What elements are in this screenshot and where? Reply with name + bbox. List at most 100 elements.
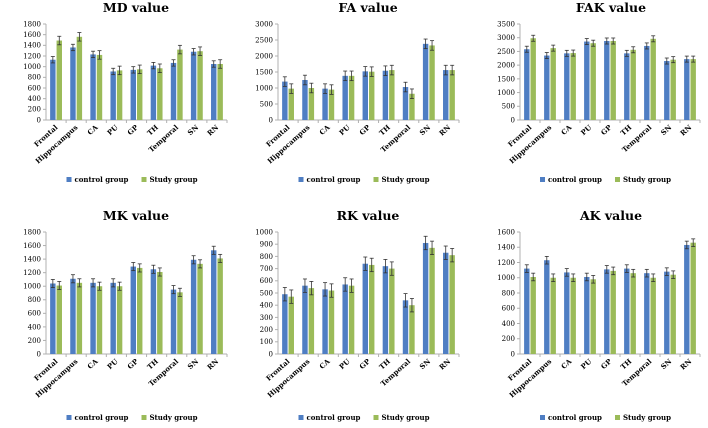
study-bar-ca xyxy=(328,290,335,354)
y-tick-label: 1500 xyxy=(255,68,273,76)
x-tick-label: PU xyxy=(337,357,351,371)
control-bar-gp xyxy=(362,263,368,354)
control-bar-temporal xyxy=(170,62,177,120)
x-tick-label: PU xyxy=(579,123,593,137)
control-bar-pu xyxy=(584,41,590,120)
y-tick-label: 1000 xyxy=(23,283,41,291)
x-tick-label: GP xyxy=(357,122,372,137)
y-tick-label: 0 xyxy=(269,350,273,358)
control-bar-ca xyxy=(90,282,96,354)
legend-control-swatch xyxy=(298,415,304,420)
control-bar-pu xyxy=(110,282,116,354)
study-bar-th xyxy=(157,68,163,120)
study-bar-rn xyxy=(217,64,223,120)
study-bar-ca xyxy=(570,277,576,354)
y-tick-label: 0 xyxy=(269,116,273,124)
y-tick-label: 1600 xyxy=(23,31,41,39)
study-bar-hippocampus xyxy=(308,88,315,120)
x-tick-label: PU xyxy=(579,357,593,371)
study-bar-gp xyxy=(610,41,616,120)
legend-control-label: control group xyxy=(75,175,129,184)
y-tick-label: 1000 xyxy=(23,63,41,71)
x-tick-label: TH xyxy=(145,357,160,372)
control-bar-gp xyxy=(604,41,610,120)
control-bar-th xyxy=(624,53,630,120)
chart-title: MD value xyxy=(103,0,169,15)
study-bar-temporal xyxy=(177,292,183,354)
x-tick-label: SN xyxy=(659,122,674,137)
control-bar-frontal xyxy=(50,59,56,120)
y-tick-label: 1200 xyxy=(23,52,41,60)
y-tick-label: 500 xyxy=(502,103,515,111)
y-tick-label: 2500 xyxy=(497,48,515,56)
study-bar-rn xyxy=(690,59,696,120)
study-bar-frontal xyxy=(530,38,536,120)
y-tick-label: 400 xyxy=(260,302,273,310)
control-bar-th xyxy=(150,269,157,354)
chart-title: FA value xyxy=(338,0,397,15)
legend-study-swatch xyxy=(615,415,620,420)
study-bar-gp xyxy=(137,69,143,120)
study-bar-sn xyxy=(429,247,435,354)
study-bar-frontal xyxy=(56,285,62,354)
control-bar-rn xyxy=(443,252,449,354)
y-tick-label: 800 xyxy=(260,253,273,261)
legend-control-label: control group xyxy=(75,413,129,422)
y-tick-label: 800 xyxy=(28,296,41,304)
study-bar-sn xyxy=(670,59,676,120)
x-tick-label: PU xyxy=(105,357,119,371)
study-bar-sn xyxy=(197,51,203,121)
control-bar-gp xyxy=(130,266,136,354)
study-bar-pu xyxy=(590,43,596,121)
y-tick-label: 0 xyxy=(37,350,41,358)
x-tick-label: CA xyxy=(317,356,332,370)
y-tick-label: 3000 xyxy=(255,20,273,28)
study-bar-temporal xyxy=(409,93,415,120)
study-bar-th xyxy=(630,49,636,121)
control-bar-frontal xyxy=(282,81,288,120)
x-tick-label: GP xyxy=(599,122,614,137)
y-tick-label: 1400 xyxy=(23,42,41,50)
control-bar-hippocampus xyxy=(302,80,308,120)
y-tick-label: 2000 xyxy=(255,52,273,60)
y-tick-label: 800 xyxy=(28,74,41,82)
chart-title: AK value xyxy=(579,208,642,223)
y-tick-label: 400 xyxy=(502,320,515,328)
x-tick-label: GP xyxy=(125,356,140,371)
study-bar-th xyxy=(630,273,636,354)
legend-study-label: Study group xyxy=(150,175,198,184)
y-tick-label: 600 xyxy=(28,310,41,318)
control-bar-th xyxy=(382,266,389,354)
x-tick-label: TH xyxy=(377,357,392,372)
chart-3: FAK value0500100015002000250030003500Fro… xyxy=(497,0,701,184)
chart-title: MK value xyxy=(103,208,169,223)
study-bar-gp xyxy=(369,264,375,354)
study-bar-rn xyxy=(217,258,223,354)
x-tick-label: SN xyxy=(418,356,433,371)
chart-title: FAK value xyxy=(576,0,646,15)
legend-control-label: control group xyxy=(548,175,602,184)
chart-title: RK value xyxy=(337,208,400,223)
study-bar-frontal xyxy=(56,40,62,120)
y-tick-label: 2500 xyxy=(255,36,273,44)
study-bar-ca xyxy=(328,89,335,120)
control-bar-ca xyxy=(90,54,96,120)
x-tick-label: SN xyxy=(186,356,201,371)
y-tick-label: 700 xyxy=(260,265,273,273)
y-tick-label: 1000 xyxy=(255,84,273,92)
study-bar-pu xyxy=(590,279,596,354)
x-tick-label: RN xyxy=(205,122,221,137)
legend-control-label: control group xyxy=(307,413,361,422)
x-tick-label: PU xyxy=(105,123,119,137)
legend-control-swatch xyxy=(540,177,545,182)
control-bar-th xyxy=(150,65,157,120)
y-tick-label: 300 xyxy=(260,314,273,322)
control-bar-sn xyxy=(422,43,429,121)
control-bar-hippocampus xyxy=(302,285,308,354)
chart-5: RK value 0 100 200 300 400 500 600 700 800 900 1000… xyxy=(255,208,460,422)
study-bar-ca xyxy=(570,53,576,120)
study-bar-frontal xyxy=(288,88,294,120)
study-bar-th xyxy=(389,268,395,354)
chart-4: MK value 0 200 400 600 800 1000 1200 1400 1600 180… xyxy=(23,208,228,422)
y-tick-label: 0 xyxy=(511,116,515,124)
